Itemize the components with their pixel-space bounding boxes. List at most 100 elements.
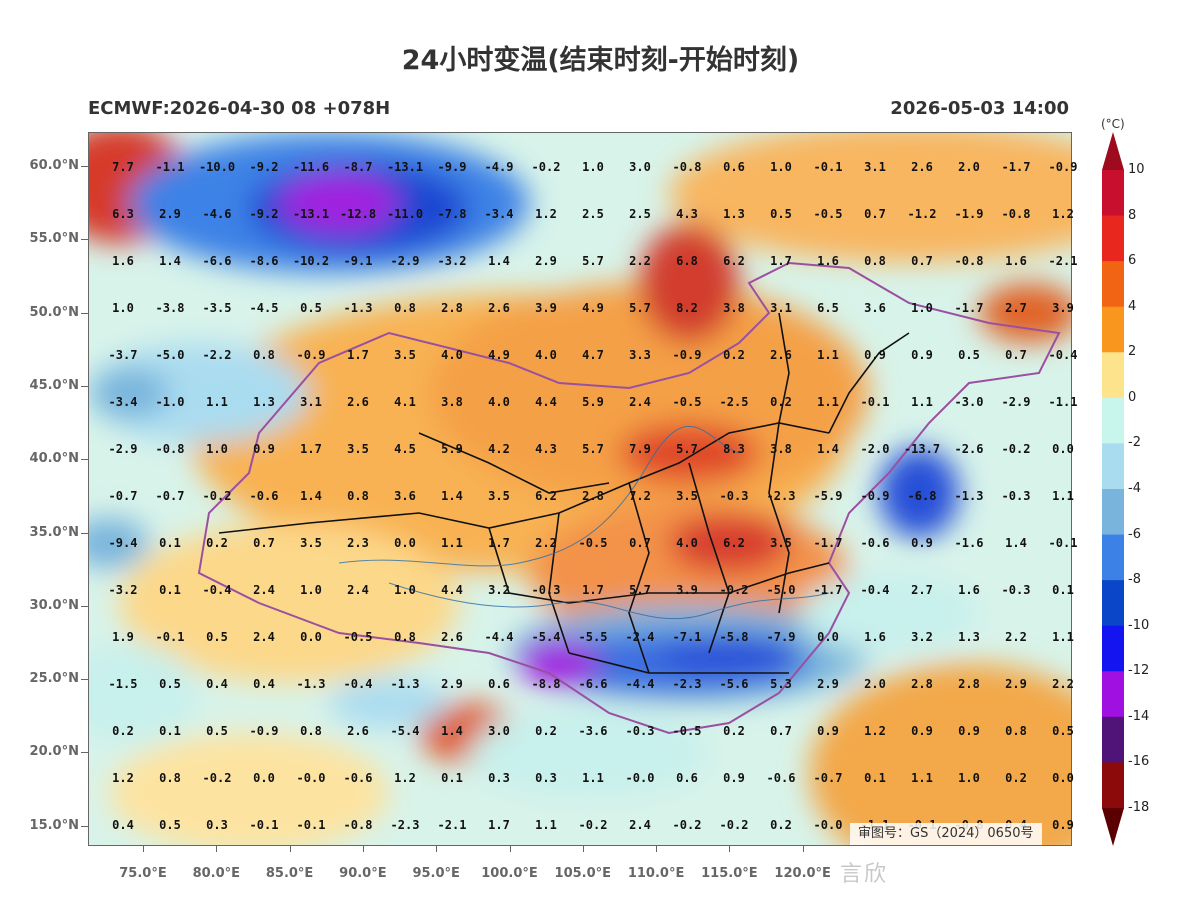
longitude-tick [143,845,144,852]
grid-value: -7.8 [437,207,467,221]
grid-value: -0.5 [813,207,843,221]
grid-value: -4.6 [202,207,232,221]
grid-value: 1.7 [300,442,322,456]
grid-value: 3.0 [488,724,510,738]
grid-value: -8.6 [249,254,279,268]
legend-label: -2 [1128,435,1141,451]
grid-value: 1.7 [488,536,510,550]
grid-value: 2.3 [347,536,369,550]
grid-value: -0.2 [202,771,232,785]
map-shading [89,133,1071,845]
grid-value: -0.4 [860,583,890,597]
grid-value: 3.6 [864,301,886,315]
grid-value: -8.7 [343,160,373,174]
grid-value: -0.1 [860,395,890,409]
grid-value: -13.7 [903,442,941,456]
legend-label: -8 [1128,572,1141,588]
grid-value: -1.7 [1001,160,1031,174]
grid-value: -5.4 [531,630,561,644]
grid-value: 1.0 [770,160,792,174]
grid-value: -2.3 [390,818,420,832]
grid-value: -0.9 [249,724,279,738]
grid-value: 3.2 [911,630,933,644]
grid-value: 1.3 [723,207,745,221]
legend-label: 10 [1128,162,1145,177]
valid-time-label: 2026-05-03 14:00 [890,98,1069,119]
grid-value: 2.4 [253,630,275,644]
longitude-label: 90.0°E [339,866,387,881]
grid-value: 1.0 [582,160,604,174]
grid-value: 6.2 [723,254,745,268]
legend-label: -10 [1128,617,1150,633]
grid-value: -10.0 [198,160,236,174]
grid-value: 1.7 [488,818,510,832]
grid-value: 3.9 [676,583,698,597]
grid-value: 1.2 [1052,207,1074,221]
grid-value: 1.3 [253,395,275,409]
grid-value: 8.2 [676,301,698,315]
grid-value: 2.9 [535,254,557,268]
grid-value: -5.0 [766,583,796,597]
grid-value: 0.6 [488,677,510,691]
latitude-label: 55.0°N [29,231,79,247]
grid-value: -2.9 [108,442,138,456]
grid-value: 4.9 [582,301,604,315]
longitude-label: 110.0°E [627,866,685,881]
grid-value: -0.0 [296,771,326,785]
grid-value: 2.4 [347,583,369,597]
legend-label: -12 [1128,663,1150,679]
grid-value: 0.2 [770,395,792,409]
latitude-tick [81,312,88,314]
legend-label: 4 [1128,298,1137,314]
grid-value: -4.9 [484,160,514,174]
latitude-label: 25.0°N [29,671,79,687]
grid-value: 1.9 [112,630,134,644]
grid-value: 4.9 [488,348,510,362]
grid-value: -3.2 [108,583,138,597]
grid-value: 2.2 [535,536,557,550]
grid-value: 2.4 [253,583,275,597]
grid-value: -3.2 [437,254,467,268]
grid-value: 3.8 [770,442,792,456]
legend-swatch [1102,170,1124,217]
grid-value: -0.2 [578,818,608,832]
grid-value: -0.3 [1001,489,1031,503]
grid-value: -5.9 [813,489,843,503]
latitude-tick [81,239,88,241]
legend-unit: (°C) [1101,117,1125,131]
grid-value: 0.2 [206,536,228,550]
grid-value: -5.8 [719,630,749,644]
grid-value: -7.1 [672,630,702,644]
grid-value: 2.6 [911,160,933,174]
grid-value: 5.7 [676,442,698,456]
longitude-label: 75.0°E [119,866,167,881]
grid-value: 0.1 [159,583,181,597]
grid-value: -2.6 [954,442,984,456]
grid-value: 0.1 [159,536,181,550]
grid-value: 0.8 [864,254,886,268]
grid-value: 2.9 [159,207,181,221]
grid-value: -0.8 [672,160,702,174]
grid-value: -0.4 [1048,348,1078,362]
grid-value: 1.3 [958,630,980,644]
grid-value: 1.0 [206,442,228,456]
grid-value: 1.1 [206,395,228,409]
grid-value: 0.9 [723,771,745,785]
grid-value: 1.1 [911,395,933,409]
grid-value: 0.2 [535,724,557,738]
grid-value: 1.4 [817,442,839,456]
grid-value: 0.4 [206,677,228,691]
grid-value: 1.6 [112,254,134,268]
legend-swatch [1102,261,1124,308]
grid-value: -0.8 [954,254,984,268]
legend-swatch [1102,762,1124,809]
grid-value: 1.1 [817,348,839,362]
grid-value: -2.2 [202,348,232,362]
grid-value: 3.5 [488,489,510,503]
grid-value: -0.3 [531,583,561,597]
grid-value: -0.4 [343,677,373,691]
latitude-tick [81,825,88,827]
grid-value: 5.7 [629,301,651,315]
grid-value: -1.7 [813,536,843,550]
grid-value: 5.7 [629,583,651,597]
